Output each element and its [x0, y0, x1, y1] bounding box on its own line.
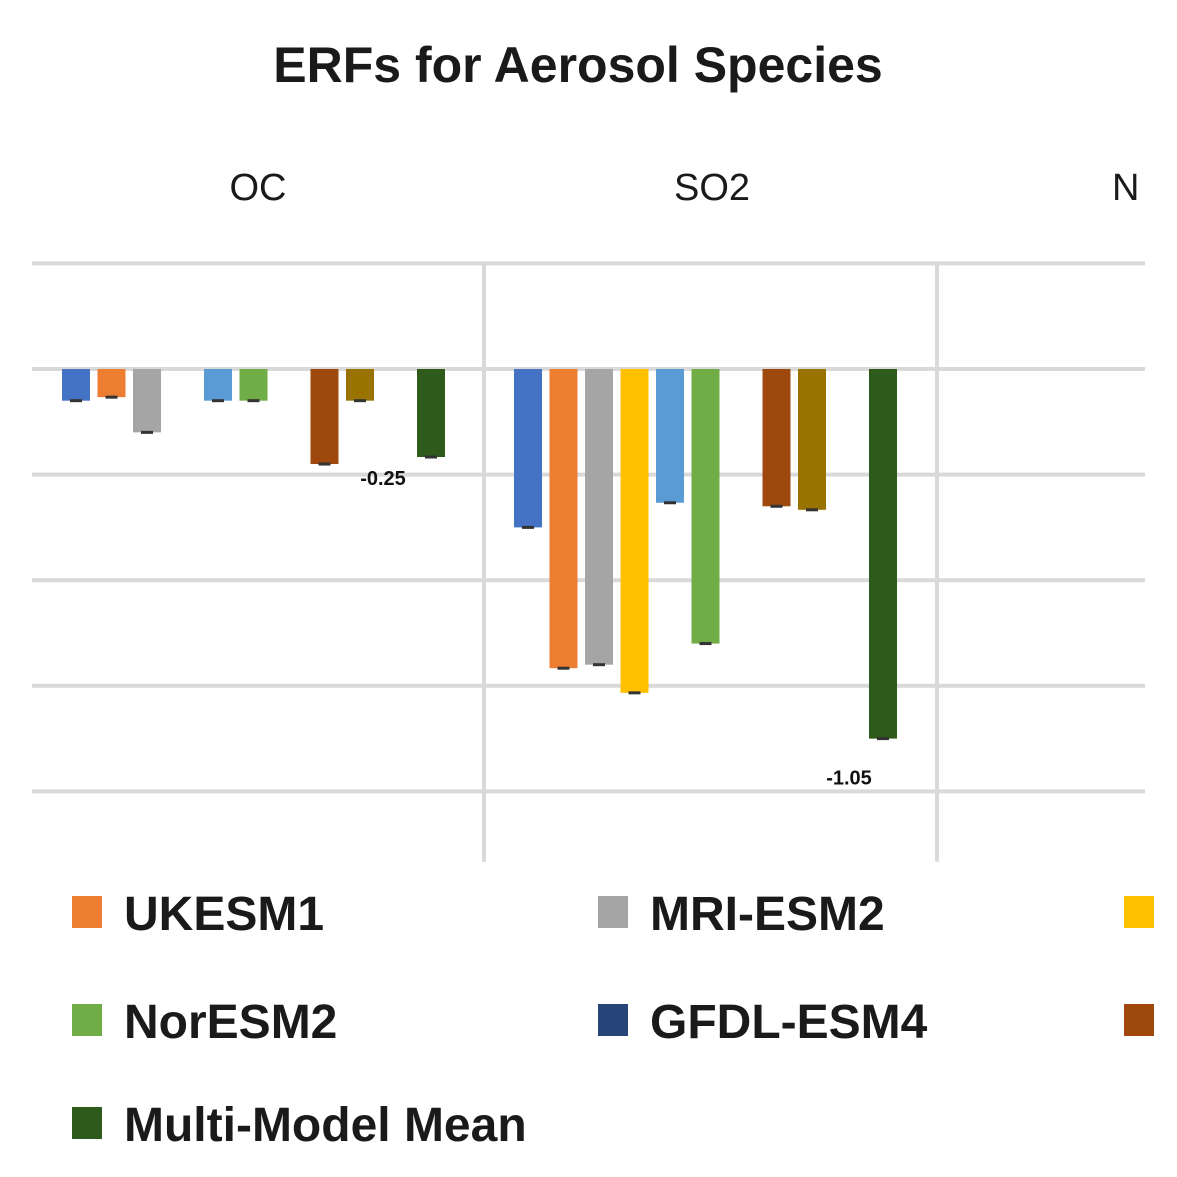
- bar-series-7-oc: [310, 369, 339, 465]
- bar-noresm2-oc: [239, 369, 268, 401]
- legend: UKESM1 MRI-ESM2 NorESM2 GFDL-ESM4 Multi-Mode…: [72, 888, 1154, 1152]
- bar-mri-esm2-oc: [133, 369, 161, 433]
- legend-swatch-series-5: [1124, 1004, 1154, 1036]
- bar-series-0-so2: [514, 369, 542, 528]
- bar-multi-model-mean-oc: [417, 369, 445, 457]
- data-label-oc: -0.25: [360, 468, 406, 490]
- bar-mri-esm2-so2: [585, 369, 613, 665]
- bar-noresm2-so2: [691, 369, 720, 644]
- bar-series-4-oc: [204, 369, 232, 401]
- bar-series-8-oc: [346, 369, 374, 401]
- legend-label-mri-esm2: MRI-ESM2: [650, 888, 885, 941]
- bar-multi-model-mean-so2: [869, 369, 897, 739]
- bar-series-7-so2: [762, 369, 791, 507]
- bar-ukesm1-so2: [549, 369, 578, 669]
- legend-swatch-multi-model-mean: [72, 1107, 102, 1139]
- legend-swatch-series-2: [1124, 896, 1154, 928]
- bar-series-8-so2: [798, 369, 826, 510]
- legend-label-gfdl-esm4: GFDL-ESM4: [650, 996, 928, 1049]
- bar-series-0-oc: [62, 369, 90, 401]
- legend-label-multi-model-mean: Multi-Model Mean: [124, 1099, 527, 1152]
- legend-swatch-mri-esm2: [598, 896, 628, 928]
- bars: [62, 369, 897, 741]
- bar-series-3-so2: [620, 369, 649, 693]
- category-label-so2: SO2: [674, 167, 750, 209]
- legend-label-noresm2: NorESM2: [124, 996, 337, 1049]
- category-label-n: N: [1112, 167, 1139, 209]
- category-label-oc: OC: [230, 167, 287, 209]
- legend-swatch-noresm2: [72, 1004, 102, 1036]
- legend-swatch-gfdl-esm4: [598, 1004, 628, 1036]
- legend-swatch-ukesm1: [72, 896, 102, 928]
- bar-series-4-so2: [656, 369, 684, 503]
- legend-label-ukesm1: UKESM1: [124, 888, 324, 941]
- bar-ukesm1-oc: [97, 369, 126, 398]
- data-labels: -0.25 -1.05: [360, 468, 872, 790]
- data-label-so2: -1.05: [826, 768, 872, 790]
- chart-title: ERFs for Aerosol Species: [273, 37, 882, 93]
